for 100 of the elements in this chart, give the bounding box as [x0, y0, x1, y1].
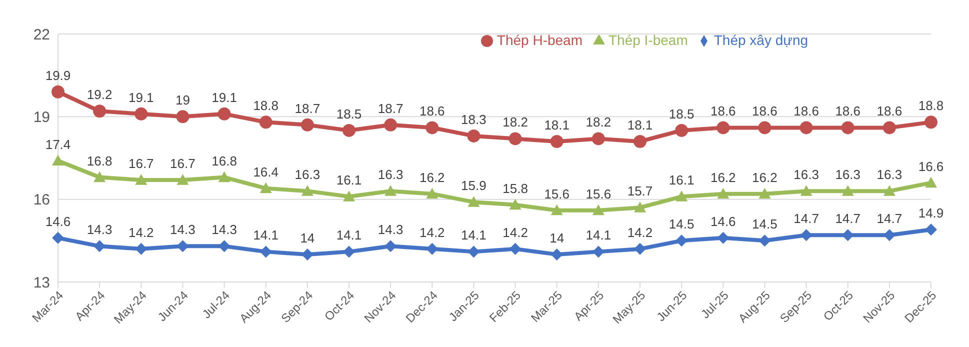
point	[467, 129, 480, 142]
data-label: 16.8	[212, 153, 237, 168]
point	[550, 204, 563, 216]
point	[800, 121, 813, 134]
data-label: 14.3	[212, 222, 237, 238]
data-label: 16.2	[710, 170, 736, 185]
data-label: 14.2	[128, 224, 154, 240]
point	[426, 242, 438, 255]
data-label: 14.7	[794, 211, 819, 226]
point	[508, 132, 522, 146]
data-label: 16.4	[253, 164, 279, 180]
data-label: 16.8	[86, 153, 112, 168]
point	[592, 204, 604, 216]
data-label: 14.6	[45, 214, 71, 229]
point	[758, 234, 771, 247]
data-label: 19.9	[45, 68, 71, 83]
point	[343, 246, 355, 258]
y-tick-label: 13	[33, 274, 50, 292]
point	[758, 121, 772, 134]
legend-label: Thép xây dựng	[714, 32, 808, 48]
data-label: 18.7	[294, 100, 320, 116]
point	[717, 188, 730, 199]
data-label: 18.6	[752, 104, 778, 119]
data-label: 16.6	[918, 158, 944, 174]
point	[218, 107, 231, 120]
data-label: 18.3	[461, 112, 486, 127]
data-label: 14.3	[170, 222, 196, 238]
point	[342, 124, 356, 137]
data-label: 14.2	[419, 224, 445, 240]
point	[716, 121, 730, 134]
point	[384, 118, 398, 132]
point	[925, 224, 937, 236]
data-label: 15.7	[627, 184, 653, 199]
data-label: 18.6	[419, 104, 445, 119]
data-label: 15.6	[586, 186, 612, 202]
point	[176, 110, 190, 124]
data-label: 14.9	[918, 206, 944, 221]
data-label: 18.8	[253, 98, 279, 114]
point	[468, 246, 480, 258]
data-label: 14.1	[253, 228, 279, 243]
data-label: 16.7	[170, 156, 196, 172]
point	[509, 198, 522, 210]
data-label: 16.2	[419, 170, 445, 185]
data-label: 16.3	[876, 167, 902, 182]
data-label: 19.1	[212, 90, 237, 105]
data-label: 15.6	[544, 186, 570, 202]
y-tick-label: 19	[33, 108, 50, 126]
point	[550, 134, 564, 148]
point	[300, 118, 314, 132]
data-label: 16.1	[668, 172, 694, 188]
point	[93, 104, 106, 118]
data-label: 14.1	[586, 228, 612, 243]
data-label: 15.9	[461, 178, 486, 194]
point	[426, 188, 438, 199]
point	[134, 107, 148, 120]
point	[176, 174, 189, 185]
point	[592, 132, 605, 146]
data-label: 14.5	[752, 216, 778, 232]
data-label: 14.6	[710, 214, 736, 229]
point	[343, 190, 355, 202]
data-label: 14.5	[668, 216, 694, 232]
data-label: 17.4	[45, 136, 71, 152]
data-label: 16.3	[378, 167, 404, 182]
point	[634, 134, 646, 148]
point	[717, 232, 730, 244]
point	[634, 242, 646, 255]
point	[550, 248, 563, 260]
point	[924, 116, 938, 129]
data-label: 18.5	[668, 106, 694, 122]
data-label: 14.3	[378, 222, 404, 238]
point	[676, 190, 688, 202]
point	[260, 246, 272, 258]
point	[468, 196, 480, 207]
data-label: 18.1	[544, 117, 570, 132]
data-label: 19.2	[86, 87, 112, 102]
data-label: 14.3	[86, 222, 112, 238]
data-label: 18.6	[835, 104, 861, 119]
point	[94, 171, 106, 182]
point	[800, 185, 812, 196]
data-label: 16.3	[794, 167, 819, 182]
data-label: 16.1	[336, 172, 362, 188]
point	[52, 232, 64, 244]
legend-label: Thép H-beam	[496, 32, 582, 48]
point	[634, 202, 646, 212]
point	[384, 185, 397, 196]
point	[259, 116, 272, 129]
point	[882, 121, 896, 134]
data-label: 14	[300, 230, 315, 246]
data-label: 18.5	[336, 106, 362, 122]
data-label: 19.1	[128, 90, 154, 105]
data-label: 14.1	[461, 228, 486, 243]
data-label: 18.2	[502, 114, 528, 130]
data-label: 18.7	[378, 100, 404, 116]
point	[260, 182, 272, 194]
y-tick-label: 16	[33, 192, 50, 209]
point	[758, 188, 771, 199]
point	[301, 185, 314, 196]
data-label: 14.2	[502, 224, 528, 240]
y-tick-label: 22	[33, 26, 50, 44]
data-label: 18.2	[586, 114, 612, 130]
